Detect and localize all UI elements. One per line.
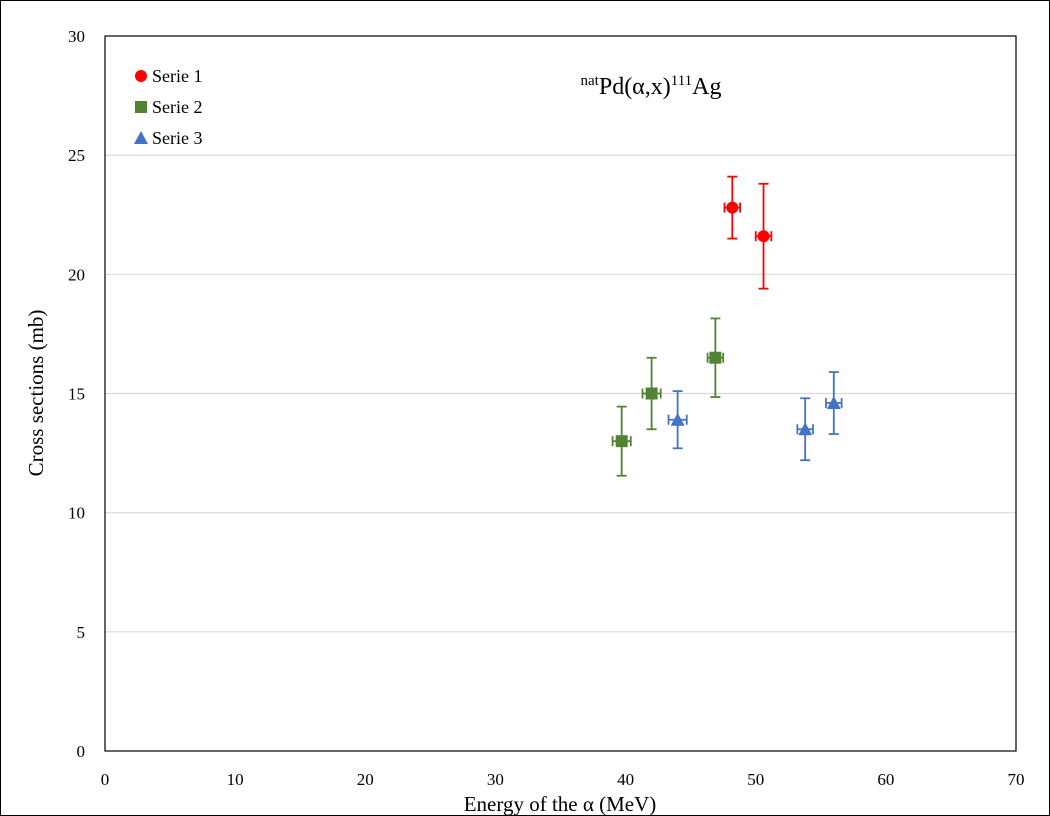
- legend-label: Serie 2: [152, 97, 202, 117]
- data-point: [726, 201, 739, 214]
- y-tick-label: 20: [68, 265, 85, 284]
- data-point: [757, 230, 770, 243]
- legend-label: Serie 1: [152, 66, 202, 86]
- x-tick-label: 20: [357, 770, 374, 789]
- chart-title-main2: Ag: [692, 74, 721, 100]
- data-point: [798, 422, 813, 436]
- x-tick-label: 60: [877, 770, 894, 789]
- data-point: [645, 387, 658, 400]
- series-serie-3: [667, 371, 843, 462]
- x-tick-label: 50: [747, 770, 764, 789]
- series-serie-2: [611, 317, 725, 477]
- y-tick-label: 10: [68, 504, 85, 523]
- chart-title-sup1: nat: [581, 73, 600, 89]
- y-tick-label: 0: [77, 742, 86, 761]
- data-point: [826, 396, 841, 410]
- data-layer: [611, 175, 843, 477]
- legend-item: Serie 2: [135, 97, 202, 117]
- plot-area: [104, 35, 1017, 752]
- y-tick-label: 5: [77, 623, 86, 642]
- legend: Serie 1 Serie 2 Serie 3: [134, 66, 202, 148]
- series-serie-1: [723, 175, 773, 290]
- y-tick-label: 30: [68, 27, 85, 46]
- x-tick-label: 30: [487, 770, 504, 789]
- y-tick-label: 15: [68, 385, 85, 404]
- legend-item: Serie 1: [135, 66, 202, 86]
- legend-item: Serie 3: [134, 128, 202, 148]
- chart-title-sup2: 111: [671, 73, 692, 89]
- legend-marker: [134, 131, 148, 144]
- data-point: [670, 412, 685, 426]
- chart-title: natPd(α,x)111Ag: [581, 73, 722, 100]
- data-point: [709, 351, 722, 364]
- tick-label-layer: 0 5 10 15 20 25 30 0 10 20 30 40 50 60 70: [68, 27, 1025, 789]
- y-tick-label: 25: [68, 146, 85, 165]
- legend-marker: [135, 70, 147, 82]
- x-tick-label: 10: [227, 770, 244, 789]
- x-tick-label: 40: [617, 770, 634, 789]
- x-tick-label: 70: [1008, 770, 1025, 789]
- legend-marker: [135, 101, 147, 113]
- legend-label: Serie 3: [152, 128, 202, 148]
- data-point: [615, 435, 628, 448]
- chart-title-main1: Pd(α,x): [599, 74, 671, 100]
- y-axis-title: Cross sections (mb): [24, 310, 48, 477]
- grid-layer: [105, 154, 1016, 633]
- x-tick-label: 0: [101, 770, 110, 789]
- x-axis-title: Energy of the α (MeV): [464, 792, 657, 815]
